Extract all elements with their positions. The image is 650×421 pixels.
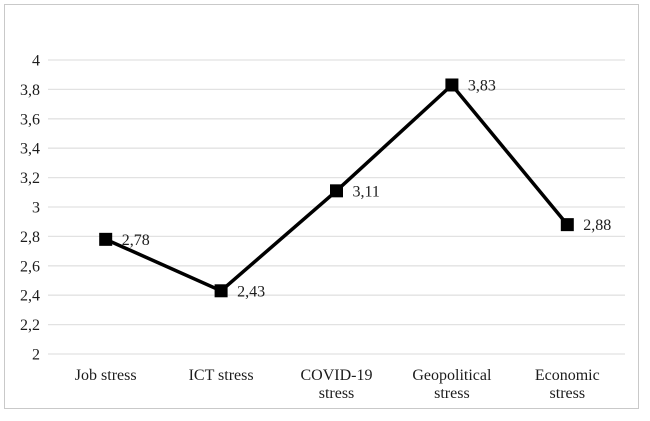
data-point-marker: [560, 218, 574, 232]
y-axis-tick-label: 3: [32, 200, 40, 217]
data-point-label: 3,11: [353, 183, 380, 200]
x-axis-category-label: stress: [434, 385, 470, 402]
x-axis-category-label: stress: [550, 385, 586, 402]
y-axis-tick-label: 2,6: [20, 258, 40, 275]
x-axis-category-label: ICT stress: [189, 367, 254, 384]
y-axis-tick-label: 2: [32, 347, 40, 364]
x-axis-category-label: Economic: [535, 367, 600, 384]
y-axis-tick-label: 3,6: [20, 111, 40, 128]
data-point-marker: [330, 184, 343, 198]
y-axis-tick-label: 3,2: [20, 170, 40, 187]
data-point-label: 2,43: [237, 283, 265, 300]
y-axis-tick-label: 2,4: [20, 288, 40, 305]
x-axis-category-label: Job stress: [75, 367, 137, 384]
x-axis-category-label: COVID-19: [301, 367, 373, 384]
y-axis-tick-label: 2,2: [20, 317, 40, 334]
y-axis-tick-label: 3,8: [20, 82, 40, 99]
data-point-marker: [99, 232, 113, 246]
y-axis-tick-label: 3,4: [20, 141, 40, 158]
x-axis-category-label: Geopolitical: [412, 367, 492, 384]
data-point-label: 2,88: [583, 217, 611, 234]
x-axis-category-label: stress: [319, 385, 355, 402]
data-point-label: 3,83: [468, 77, 496, 94]
data-point-marker: [214, 284, 228, 298]
y-axis-tick-label: 4: [32, 53, 40, 70]
y-axis-tick-label: 2,8: [20, 229, 40, 246]
data-point-marker: [445, 78, 459, 92]
data-point-label: 2,78: [122, 232, 150, 249]
